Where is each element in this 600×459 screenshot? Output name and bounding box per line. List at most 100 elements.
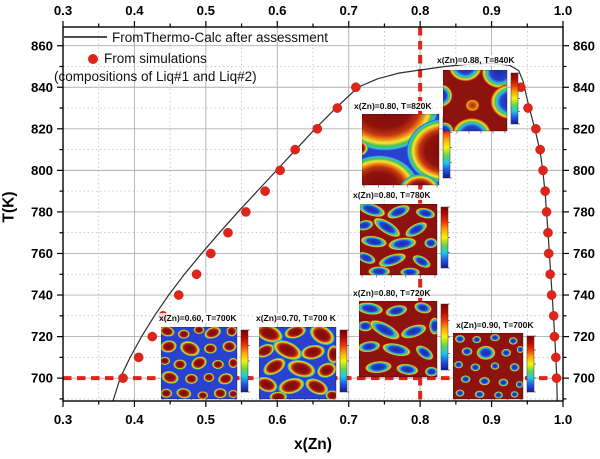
y-tick-label-right: 760 (573, 246, 595, 261)
inset-heatmap (443, 70, 520, 134)
phase-blob (228, 389, 237, 399)
simulation-dot-legend-symbol (88, 54, 98, 64)
y-tick-label-right: 700 (573, 371, 595, 386)
inset-heatmap (362, 114, 452, 188)
y-tick-label-right: 860 (573, 38, 595, 53)
phase-blob (501, 348, 512, 357)
y-tick-label-right: 780 (573, 205, 595, 220)
sim-point (147, 331, 158, 342)
sim-point (275, 165, 285, 176)
inset-label: x(Zn)=0.80, T=820K (353, 101, 433, 111)
legend-thermocalc-label: FromThermo-Calc after assessment (112, 30, 329, 45)
phase-blob (269, 391, 288, 399)
phase-blob (443, 84, 453, 107)
phase-blob (424, 237, 437, 249)
legend-simulations-label: From simulations (104, 51, 207, 66)
sim-point (312, 124, 323, 134)
sim-point (535, 144, 545, 155)
x-tick-label-bottom: 0.5 (197, 412, 215, 427)
phase-blob (161, 370, 179, 384)
sim-point (543, 227, 553, 238)
sim-point (133, 352, 144, 363)
phase-blob (515, 380, 523, 389)
phase-blob (184, 373, 199, 385)
x-tick-label-top: 0.5 (197, 3, 215, 18)
phase-blob (259, 343, 275, 358)
phase-blob (460, 375, 471, 384)
phase-blob (481, 70, 507, 89)
sim-point (538, 165, 548, 176)
phase-blob (490, 84, 507, 120)
inset-blobs (360, 204, 437, 275)
sim-point (206, 248, 216, 259)
hot-spot-blob (465, 99, 480, 112)
inset-label: x(Zn)=0.90, T=700K (455, 320, 535, 330)
phase-blob (284, 327, 307, 339)
inset-frame (443, 70, 508, 132)
sim-point (531, 124, 541, 134)
inset-blobs (359, 302, 437, 377)
inset-label: x(Zn)=0.60, T=700K (158, 313, 238, 323)
sim-point (241, 207, 251, 217)
sim-point (548, 311, 559, 321)
phase-blob (211, 359, 225, 370)
legend-compositions-label: (compositions of Liq#1 and Liq#2) (54, 69, 257, 84)
phase-blob (362, 140, 369, 156)
x-tick-label-top: 0.8 (411, 3, 429, 18)
phase-blob (490, 362, 500, 370)
phase-blob (415, 345, 434, 361)
phase-blob (489, 333, 501, 342)
inset-heatmap (360, 204, 450, 278)
x-tick-label-bottom: 1.0 (554, 412, 572, 427)
inset-heatmap (161, 327, 250, 402)
x-tick-label-bottom: 0.7 (340, 412, 358, 427)
phase-blob (472, 335, 482, 344)
y-tick-label-left: 800 (31, 163, 53, 178)
phase-blob (470, 363, 481, 372)
phase-blob (176, 387, 192, 399)
y-tick-label-right: 820 (573, 121, 595, 136)
sim-point (223, 227, 233, 238)
phase-blob (516, 345, 523, 354)
inset-label: x(Zn)=0.70, T=700 K (255, 313, 337, 323)
x-tick-label-top: 0.3 (54, 3, 72, 18)
sim-point (545, 269, 555, 280)
inset-heatmap (359, 301, 450, 380)
phase-blob (161, 388, 173, 398)
phase-blob (454, 334, 466, 343)
phase-blob (203, 343, 218, 354)
phase-blob (498, 378, 509, 387)
inset-colorbar (526, 335, 535, 393)
sim-point (332, 103, 343, 113)
x-tick-label-bottom: 0.9 (482, 412, 500, 427)
sim-point (541, 207, 552, 217)
phase-blob (305, 378, 329, 396)
inset-label: x(Zn)=0.88, T=840K (436, 55, 516, 65)
phase-blob (161, 356, 171, 366)
phase-blob (405, 221, 428, 238)
phase-blob (400, 174, 439, 185)
phase-blob (359, 302, 384, 315)
phase-blob (359, 340, 381, 353)
phase-blob (287, 359, 316, 378)
y-axis-title: T(K) (0, 191, 18, 223)
sim-point (191, 269, 202, 280)
phase-blob (222, 340, 237, 353)
x-axis-title: x(Zn) (294, 436, 332, 453)
phase-blob (173, 359, 187, 370)
phase-blob (386, 204, 411, 219)
phase-blob (449, 70, 482, 82)
phase-blob (474, 390, 485, 399)
phase-blob (226, 327, 237, 337)
phase-blob (385, 304, 408, 317)
y-tick-label-left: 720 (31, 329, 53, 344)
phase-blob (378, 253, 407, 268)
phase-blob (203, 372, 215, 383)
phase-blob (510, 391, 519, 398)
phase-blob (396, 363, 419, 376)
phase-blob (309, 327, 335, 346)
sim-point (173, 290, 184, 300)
x-tick-label-bottom: 0.6 (268, 412, 286, 427)
inset-colorbar (510, 72, 519, 125)
